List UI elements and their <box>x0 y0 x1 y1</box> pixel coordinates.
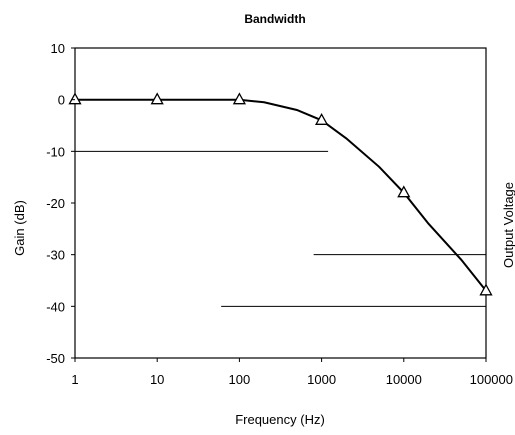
triangle-marker <box>68 92 82 105</box>
y-tick-label: -30 <box>46 248 65 263</box>
triangle-marker <box>479 283 493 296</box>
x-axis-label: Frequency (Hz) <box>235 412 325 427</box>
plot-frame <box>74 47 487 359</box>
y-axis-ticks: 10 0 -10 -20 -30 -40 -50 <box>46 41 75 366</box>
x-tick-label: 1 <box>71 372 78 387</box>
chart-title: Bandwidth <box>244 12 305 26</box>
y-axis-label: Gain (dB) <box>12 200 27 256</box>
gain-curve <box>75 98 487 292</box>
y-axis-label-right: Output Voltage <box>501 182 515 268</box>
y-tick-label: -20 <box>46 196 65 211</box>
data-markers <box>68 92 493 296</box>
plot-area <box>68 47 493 359</box>
x-tick-label: 100 <box>229 372 251 387</box>
x-tick-label: 10 <box>150 372 164 387</box>
y-tick-label: 0 <box>58 93 65 108</box>
y-tick-label: -10 <box>46 144 65 159</box>
triangle-marker <box>397 185 411 198</box>
x-tick-label: 100000 <box>470 372 513 387</box>
x-tick-label: 10000 <box>386 372 422 387</box>
y-tick-label: 10 <box>51 41 65 56</box>
triangle-marker <box>232 92 246 105</box>
y-tick-label: -40 <box>46 299 65 314</box>
y-tick-label: -50 <box>46 351 65 366</box>
x-tick-label: 1000 <box>307 372 336 387</box>
x-axis-ticks: 1 10 100 1000 10000 100000 <box>71 358 513 387</box>
triangle-marker <box>315 112 329 125</box>
reference-lines <box>75 150 486 307</box>
triangle-marker <box>150 92 164 105</box>
